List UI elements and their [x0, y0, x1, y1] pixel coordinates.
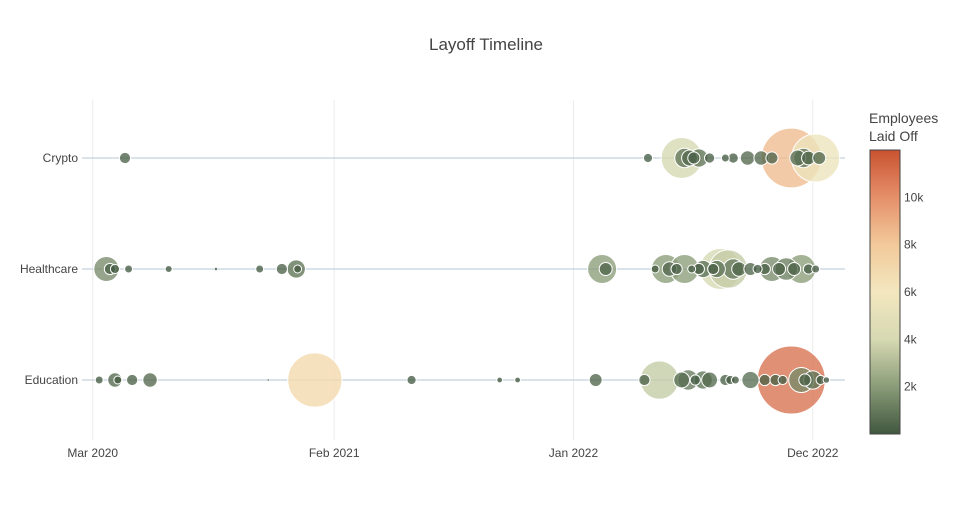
data-point [730, 375, 740, 385]
data-point [687, 264, 697, 274]
data-point [822, 376, 831, 384]
data-point [496, 376, 504, 384]
data-point [707, 262, 720, 276]
data-point [293, 264, 303, 274]
data-point [406, 374, 417, 386]
data-point [703, 152, 716, 164]
data-point [670, 262, 683, 276]
data-point [765, 151, 779, 165]
data-point [720, 153, 730, 163]
data-point [109, 263, 121, 275]
chart-title: Layoff Timeline [429, 35, 543, 54]
data-point [650, 264, 660, 274]
data-point [752, 263, 763, 275]
y-tick-label: Crypto [43, 151, 79, 165]
data-point [142, 372, 158, 388]
data-point [164, 264, 173, 274]
data-point [741, 370, 760, 390]
data-point [514, 376, 521, 384]
data-point [689, 374, 701, 386]
colorbar-title: Laid Off [869, 128, 918, 144]
x-tick-label: Feb 2021 [309, 446, 360, 460]
y-tick-label: Healthcare [20, 262, 78, 276]
data-point [588, 373, 603, 387]
data-point [811, 264, 821, 274]
data-point [275, 262, 288, 276]
x-axis: Mar 2020 Feb 2021 Jan 2022 Dec 2022 [67, 446, 838, 460]
data-point [777, 374, 788, 386]
y-axis: Crypto Healthcare Education [20, 151, 78, 387]
colorbar-tick-label: 4k [904, 332, 918, 346]
data-point [113, 375, 123, 385]
data-point [772, 262, 787, 276]
data-point [739, 150, 756, 166]
data-point [812, 151, 827, 165]
data-point [701, 371, 719, 389]
data-points [93, 127, 841, 415]
data-point [94, 375, 104, 385]
colorbar-title: Employees [869, 110, 938, 126]
colorbar-tick-label: 10k [904, 190, 924, 204]
data-point [118, 151, 132, 165]
data-point [126, 373, 139, 387]
colorbar-tick-label: 8k [904, 238, 918, 252]
data-point [598, 262, 613, 276]
colorbar-tick-label: 2k [904, 380, 918, 394]
colorbar-gradient [869, 149, 901, 435]
data-point [287, 352, 343, 408]
data-point [798, 373, 812, 387]
data-point [255, 264, 265, 274]
data-point [787, 262, 802, 276]
data-point [673, 371, 691, 389]
data-point [638, 373, 651, 387]
x-tick-label: Mar 2020 [67, 446, 118, 460]
colorbar: Employees Laid Off 2k 4k 6k 8k 10k [869, 110, 938, 435]
data-point [214, 267, 218, 271]
x-tick-label: Dec 2022 [787, 446, 839, 460]
y-tick-label: Education [25, 373, 78, 387]
colorbar-tick-label: 6k [904, 285, 918, 299]
data-point [642, 152, 654, 164]
data-point [687, 151, 701, 165]
data-point [267, 378, 270, 382]
data-point [758, 373, 771, 387]
x-tick-label: Jan 2022 [549, 446, 599, 460]
data-point [124, 264, 134, 274]
